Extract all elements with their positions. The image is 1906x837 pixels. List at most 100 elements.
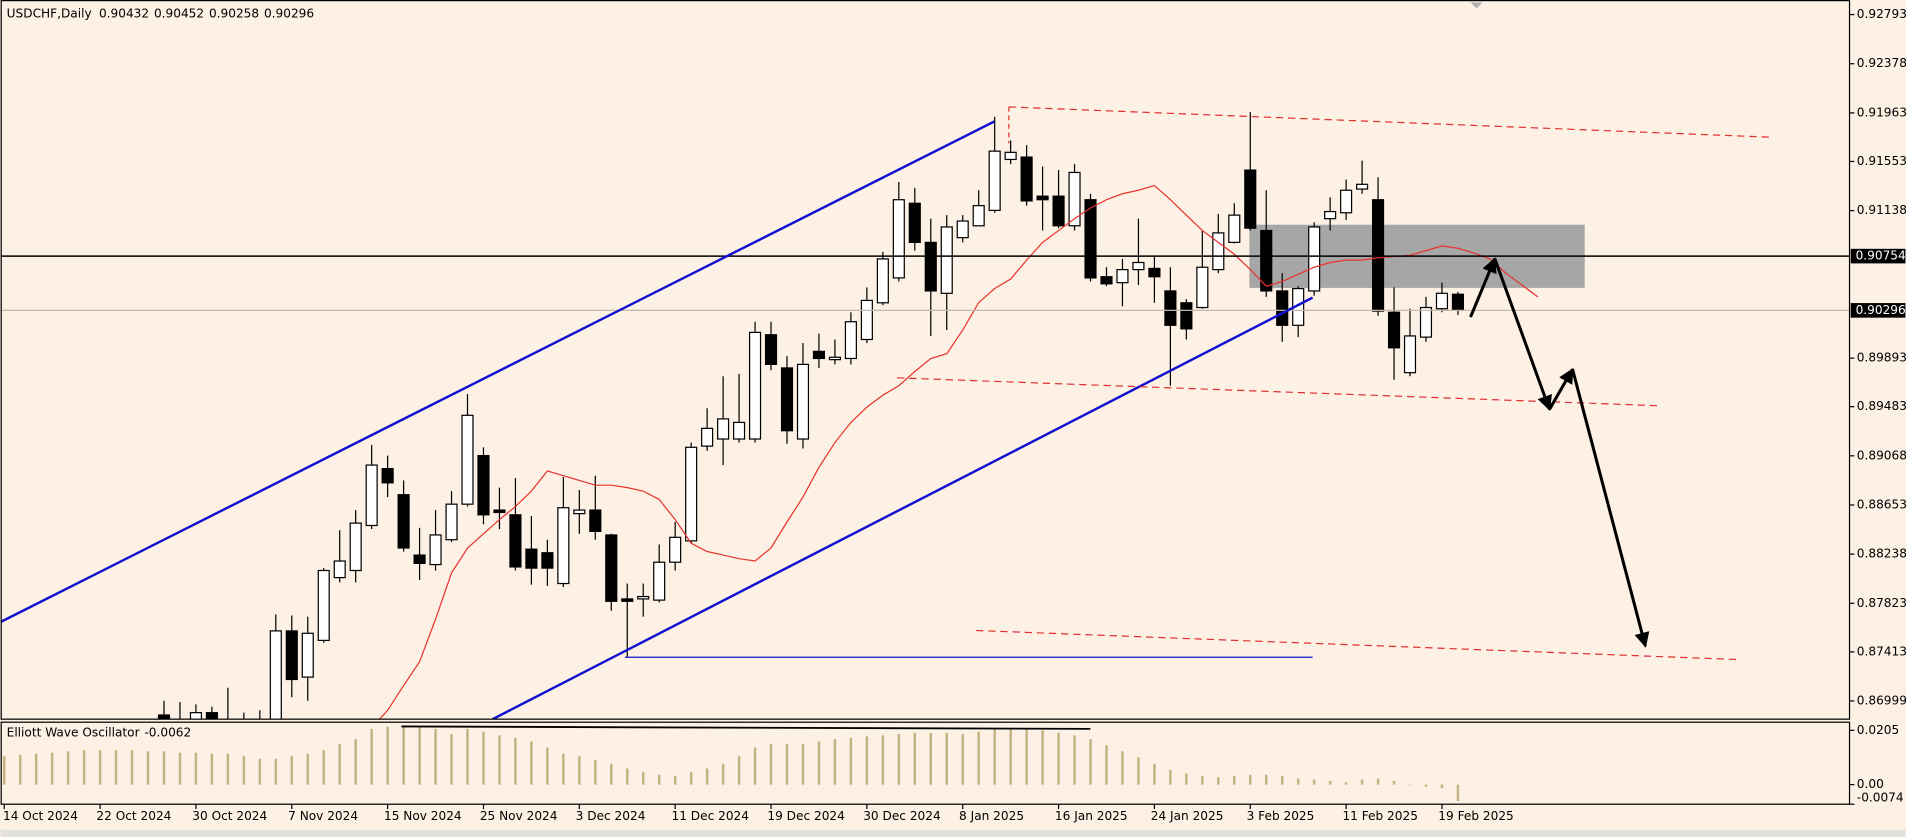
oscillator-bar [1201,775,1204,785]
candle-body-bull [1116,269,1129,284]
y-tick-label: 0.87413 [1857,644,1906,658]
oscillator-bar [657,774,661,785]
oscillator-bar [210,753,214,785]
oscillator-bar [769,743,773,785]
oscillator-bar [1456,784,1460,802]
candle-body-bull [1196,266,1209,309]
oscillator-bar [993,729,996,785]
y-tick-label: 0.91963 [1857,105,1906,119]
oscillator-bar [1344,782,1348,785]
candle-body-bull [956,220,969,239]
oscillator-bar [817,741,821,785]
oscillator-bar [785,743,789,785]
oscillator-bar [1392,780,1396,785]
candle-body-bull [669,536,682,563]
x-tick-label: 22 Oct 2024 [96,809,171,823]
candle-body-bull [269,630,282,720]
candle-body-bull [1356,183,1369,190]
projection-arrow [1548,367,1574,411]
y-tick-label: 0.89068 [1857,448,1906,462]
level-label: 0.90754 [1856,249,1906,263]
oscillator-bar [130,750,134,785]
oscillator-bar [626,768,629,785]
candle-body-bear [493,509,506,514]
oscillator-tick-label: -0.0074 [1857,791,1904,805]
candle-body-bull [732,421,746,440]
oscillator-line [401,725,1091,730]
x-tick-label: 16 Jan 2025 [1055,809,1128,823]
oscillator-value: -0.0062 [144,725,191,739]
oscillator-bar [929,732,932,785]
candle-body-bull [461,414,474,505]
oscillator-bar [562,753,565,785]
candle-body-bull [748,331,762,440]
oscillator-bar [1328,780,1332,785]
oscillator-bar [1137,757,1140,785]
oscillator-bar [82,750,86,785]
oscillator-bar [897,734,901,785]
symbol: USDCHF,Daily [7,6,92,20]
oscillator-bar [242,756,246,785]
y-tick-label: 0.92793 [1857,7,1906,21]
candle-body-bull [844,321,857,360]
candle-body-bear [589,509,602,533]
candle-body-bull [1228,214,1241,243]
candle-body-bull [445,503,458,541]
oscillator-bar [1089,739,1092,785]
candle-body-bear [924,241,937,292]
oscillator-bar [482,731,485,785]
y-tick-label: 0.91138 [1857,203,1906,217]
oscillator-bar [961,734,964,785]
projection-arrow [1493,258,1552,411]
x-tick-label: 30 Oct 2024 [192,809,267,823]
oscillator-bar [514,737,517,785]
oscillator-bar [881,735,885,785]
candle-body-bull [1340,189,1353,214]
candle-body-bear [812,350,826,360]
candle-body-bear [397,494,410,549]
candle-body-bear [1164,290,1177,326]
candle-body-bear [205,712,218,720]
candle-body-bear [780,367,794,432]
x-tick-label: 3 Feb 2025 [1247,809,1315,823]
x-tick-label: 15 Nov 2024 [384,809,462,823]
level-label-box [1850,248,1906,264]
oscillator-bar [338,743,341,785]
candle-body-bear [509,514,522,568]
candle-body-bear [605,534,618,602]
oscillator-bar [1249,774,1252,785]
candle-body-bear [1052,195,1065,227]
y-tick-label: 0.87823 [1857,596,1906,610]
oscillator-bar [3,756,6,785]
candle-body-bull [349,522,362,572]
oscillator-bar [546,747,549,785]
x-tick-label: 19 Dec 2024 [767,809,845,823]
objects-front [0,106,1772,720]
price-label-box [1850,303,1906,318]
low-value: 0.90258 [209,6,259,20]
candle-body-bear [1084,199,1097,279]
candle-body-bull [1435,292,1449,310]
oscillator-bar [258,758,262,785]
candle-body-bull [1004,151,1017,161]
oscillator-bar [721,763,725,785]
candle-body-bull [717,418,730,440]
oscillator-bar [1057,732,1060,785]
candle-body-bear [1180,302,1193,330]
candle-body-bull [653,561,666,601]
candle-body-bull [796,363,810,440]
candle-body-bull [429,534,442,566]
price-label: 0.90296 [1856,303,1906,317]
oscillator-bar [1185,773,1188,785]
x-tick-label: 11 Dec 2024 [672,809,750,823]
oscillator-bar [450,734,453,785]
candle-body-bull [573,509,586,515]
x-tick-label: 11 Feb 2025 [1342,809,1417,823]
candle-body-bull [1212,232,1225,271]
oscillator-bar [1105,745,1108,785]
projection-arrow [1571,368,1650,648]
oscillator-bar [642,772,645,785]
oscillator-bar [66,751,70,785]
